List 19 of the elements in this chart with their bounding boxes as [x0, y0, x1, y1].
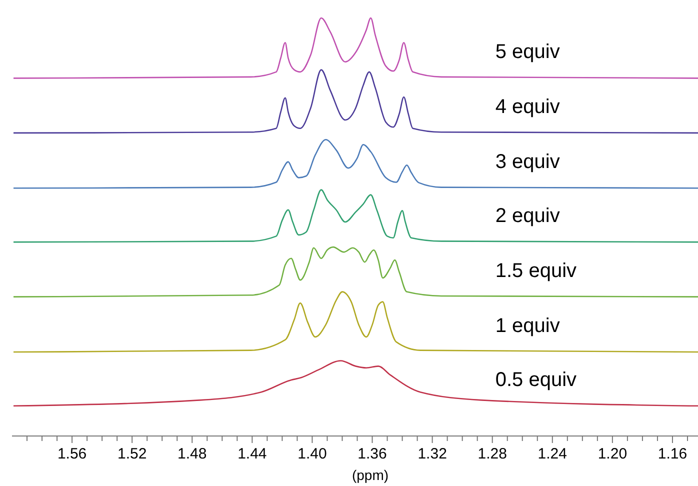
series-label: 5 equiv: [495, 41, 560, 64]
series-label: 4 equiv: [495, 96, 560, 118]
series-label: 1 equiv: [495, 314, 560, 337]
x-tick-label: 1.44: [238, 446, 267, 463]
x-tick-label: 1.28: [478, 446, 507, 463]
x-tick-label: 1.32: [418, 446, 447, 463]
x-tick-label: 1.40: [298, 446, 327, 463]
x-tick-label: 1.24: [538, 446, 567, 463]
x-tick-label: 1.48: [178, 446, 207, 463]
x-tick-label: 1.16: [658, 446, 688, 463]
x-tick-label: 1.20: [598, 446, 628, 463]
series-label: 3 equiv: [495, 151, 560, 174]
series-label: 1.5 equiv: [495, 260, 577, 282]
x-tick-label: 1.36: [358, 446, 387, 463]
x-tick-label: 1.52: [117, 446, 147, 463]
series-label: 0.5 equiv: [495, 368, 577, 391]
series-label: 2 equiv: [495, 205, 560, 228]
x-tick-label: 1.56: [57, 446, 87, 463]
x-axis-title: (ppm): [352, 467, 389, 483]
